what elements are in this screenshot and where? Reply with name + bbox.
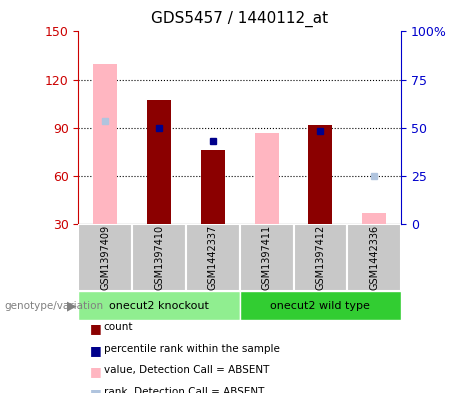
Bar <box>201 150 225 224</box>
Text: rank, Detection Call = ABSENT: rank, Detection Call = ABSENT <box>104 387 264 393</box>
Text: GSM1442336: GSM1442336 <box>369 225 379 290</box>
Bar <box>240 224 294 291</box>
Title: GDS5457 / 1440112_at: GDS5457 / 1440112_at <box>151 11 328 27</box>
Text: onecut2 wild type: onecut2 wild type <box>271 301 370 310</box>
Text: genotype/variation: genotype/variation <box>5 301 104 310</box>
Text: GSM1397412: GSM1397412 <box>315 225 325 290</box>
Text: percentile rank within the sample: percentile rank within the sample <box>104 344 280 354</box>
Bar <box>147 101 171 224</box>
Bar <box>132 224 186 291</box>
Text: value, Detection Call = ABSENT: value, Detection Call = ABSENT <box>104 365 269 375</box>
Text: GSM1397409: GSM1397409 <box>100 225 110 290</box>
Text: GSM1397410: GSM1397410 <box>154 225 164 290</box>
Bar <box>78 291 240 320</box>
Bar <box>362 213 386 224</box>
Text: GSM1397411: GSM1397411 <box>261 225 272 290</box>
Text: ■: ■ <box>90 387 101 393</box>
Bar <box>308 125 332 224</box>
Text: GSM1442337: GSM1442337 <box>208 225 218 290</box>
Text: ■: ■ <box>90 344 101 357</box>
Bar <box>254 132 279 224</box>
Bar <box>294 224 347 291</box>
Bar <box>93 64 118 224</box>
Text: count: count <box>104 322 133 332</box>
Bar <box>240 291 401 320</box>
Bar <box>347 224 401 291</box>
Text: ■: ■ <box>90 365 101 378</box>
Bar <box>78 224 132 291</box>
Text: ▶: ▶ <box>67 299 76 312</box>
Bar <box>186 224 240 291</box>
Text: onecut2 knockout: onecut2 knockout <box>109 301 209 310</box>
Text: ■: ■ <box>90 322 101 335</box>
